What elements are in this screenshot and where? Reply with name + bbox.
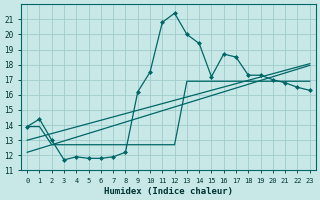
X-axis label: Humidex (Indice chaleur): Humidex (Indice chaleur) <box>104 187 233 196</box>
